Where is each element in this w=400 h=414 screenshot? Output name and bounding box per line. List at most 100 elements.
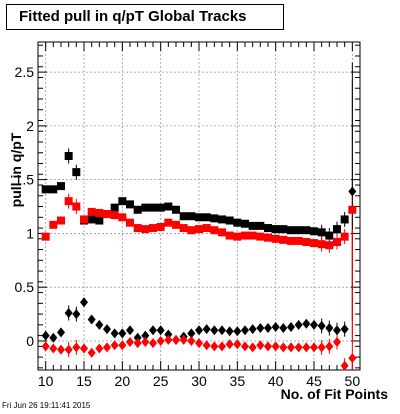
y-tick-label: 2.5 — [15, 64, 35, 80]
data-point-square — [225, 231, 234, 240]
data-point-square — [333, 225, 341, 234]
data-point-diamond — [241, 341, 249, 352]
data-point-square — [340, 232, 349, 241]
data-point-diamond — [72, 309, 81, 320]
data-point-diamond — [156, 325, 165, 336]
data-point-diamond — [103, 342, 111, 353]
data-point-square — [271, 234, 280, 243]
data-point-diamond — [87, 314, 96, 325]
data-point-diamond — [179, 334, 188, 345]
data-point-diamond — [325, 323, 334, 334]
data-point-square — [202, 224, 211, 233]
data-point-square — [225, 216, 234, 225]
data-point-square — [241, 219, 249, 228]
data-point-diamond — [64, 308, 73, 319]
data-point-diamond — [133, 338, 142, 349]
data-point-diamond — [248, 342, 257, 353]
data-point-square — [210, 226, 219, 235]
data-point-square — [325, 241, 334, 250]
data-point-square — [279, 225, 288, 234]
data-point-square — [64, 151, 73, 160]
data-point-square — [187, 212, 196, 221]
data-point-square — [64, 197, 73, 206]
data-point-square — [41, 185, 50, 194]
data-point-square — [164, 202, 173, 211]
data-point-square — [49, 220, 58, 229]
data-point-square — [49, 185, 58, 194]
data-point-square — [172, 220, 180, 229]
data-point-square — [233, 232, 242, 241]
data-point-diamond — [141, 337, 150, 348]
data-point-square — [340, 215, 349, 224]
data-point-diamond — [225, 339, 234, 350]
data-point-square — [172, 205, 180, 214]
data-point-square — [202, 213, 211, 222]
data-point-square — [256, 221, 265, 230]
x-tick-label: 35 — [230, 373, 246, 389]
data-point-diamond — [95, 319, 104, 330]
data-point-diamond — [110, 340, 119, 351]
data-point-diamond — [317, 342, 326, 353]
data-point-diamond — [164, 334, 173, 345]
x-tick-label: 25 — [153, 373, 169, 389]
y-axis-label: pull in q/pT — [8, 120, 24, 220]
data-point-square — [317, 240, 326, 249]
data-point-square — [233, 218, 242, 227]
y-tick-label: 1 — [26, 225, 34, 241]
data-point-diamond — [225, 326, 234, 337]
x-tick-label: 30 — [191, 373, 207, 389]
data-point-diamond — [287, 321, 295, 332]
data-point-diamond — [80, 297, 88, 308]
data-point-square — [149, 224, 157, 233]
grid — [38, 42, 360, 370]
data-point-square — [256, 232, 265, 241]
data-point-diamond — [218, 325, 226, 336]
data-point-diamond — [64, 344, 73, 355]
data-point-diamond — [271, 321, 280, 332]
data-point-diamond — [57, 344, 65, 355]
data-point-diamond — [141, 330, 150, 341]
data-point-diamond — [87, 347, 96, 358]
data-point-diamond — [156, 335, 165, 346]
data-point-square — [103, 210, 111, 219]
chart-title: Fitted pull in q/pT Global Tracks — [6, 4, 284, 30]
data-point-square — [294, 226, 303, 235]
data-point-square — [287, 226, 295, 235]
data-point-diamond — [287, 342, 295, 353]
data-point-square — [110, 203, 119, 212]
data-point-square — [302, 238, 311, 247]
data-point-diamond — [80, 343, 88, 354]
data-point-square — [333, 238, 341, 247]
data-point-diamond — [248, 324, 257, 335]
data-point-square — [325, 231, 334, 240]
data-point-diamond — [340, 324, 349, 335]
data-point-diamond — [57, 327, 65, 338]
data-point-diamond — [133, 332, 142, 343]
x-tick-label: 15 — [76, 373, 92, 389]
data-point-square — [279, 235, 288, 244]
data-point-square — [187, 226, 196, 235]
data-point-square — [310, 239, 318, 248]
data-point-diamond — [279, 342, 288, 353]
data-point-square — [164, 218, 173, 227]
x-tick-label: 40 — [268, 373, 284, 389]
data-point-square — [118, 197, 127, 206]
data-point-diamond — [279, 323, 288, 334]
data-point-square — [218, 215, 226, 224]
data-point-square — [118, 213, 127, 222]
data-point-diamond — [202, 340, 211, 351]
data-point-square — [95, 208, 104, 217]
data-point-diamond — [210, 341, 219, 352]
data-point-diamond — [241, 325, 249, 336]
data-point-square — [210, 214, 219, 223]
data-point-square — [287, 236, 295, 245]
data-point-diamond — [187, 335, 196, 346]
data-point-square — [87, 215, 96, 224]
data-point-diamond — [72, 342, 81, 353]
data-point-diamond — [264, 323, 272, 334]
data-point-square — [264, 233, 272, 242]
data-point-square — [348, 205, 357, 214]
data-point-square — [110, 211, 119, 220]
data-point-square — [195, 225, 203, 234]
data-point-diamond — [195, 338, 203, 349]
